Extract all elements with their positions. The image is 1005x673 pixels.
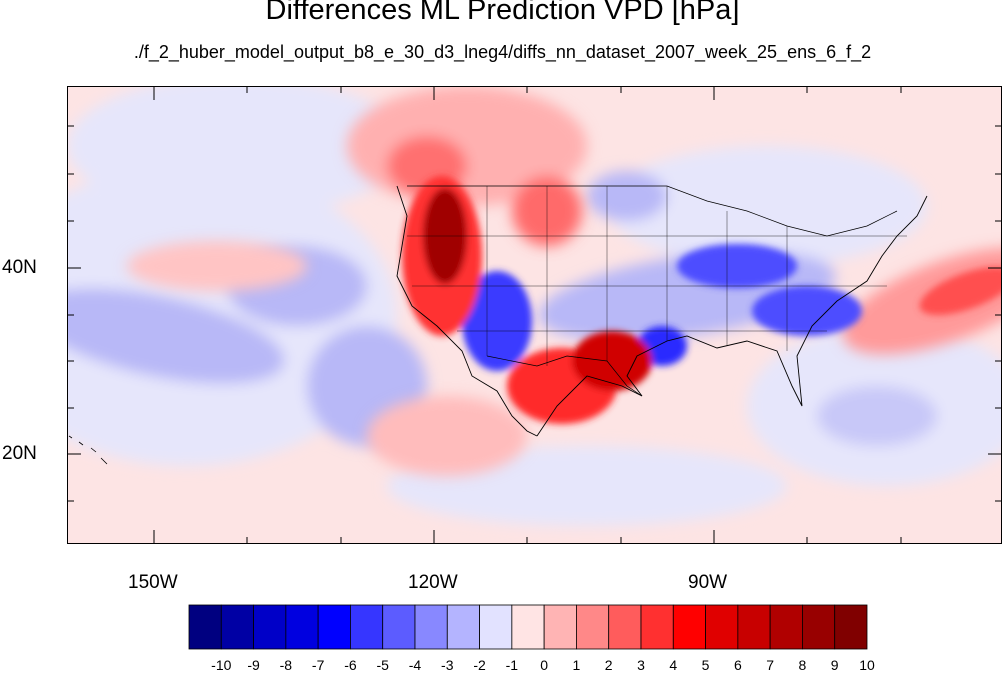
colorbar-tick-label: 4 xyxy=(669,657,678,673)
hawaii-islands xyxy=(68,435,108,465)
colorbar-tick-label: -1 xyxy=(505,657,519,673)
colorbar-tick-label: -9 xyxy=(247,657,260,673)
lon-label-120w: 120W xyxy=(408,572,458,593)
colorbar-swatch xyxy=(285,604,319,650)
colorbar-swatch xyxy=(220,604,254,650)
colorbar-swatch xyxy=(511,604,545,650)
colorbar-swatch xyxy=(350,604,384,650)
colorbar-tick-label: 0 xyxy=(540,657,549,673)
plot-subtitle: ./f_2_huber_model_output_b8_e_30_d3_lneg… xyxy=(133,42,872,62)
colorbar-swatch xyxy=(640,604,674,650)
colorbar-swatch xyxy=(834,604,868,650)
colorbar-tick-label: -8 xyxy=(279,657,293,673)
colorbar-tick-label: 2 xyxy=(604,657,613,673)
colorbar-tick-label: 1 xyxy=(572,657,581,673)
country-border-us-mexico xyxy=(486,355,643,397)
colorbar-swatch xyxy=(543,604,577,650)
colorbar-swatch xyxy=(737,604,771,650)
field-neg-light-band-5 xyxy=(817,386,937,446)
colorbar-tick-label: -7 xyxy=(311,657,325,673)
colorbar-tick-label: -6 xyxy=(344,657,357,673)
field-neg-light-band-6 xyxy=(587,171,667,221)
field-neg-light-band-1 xyxy=(67,288,285,384)
lat-label-40n: 40N xyxy=(2,257,37,278)
colorbar-swatch xyxy=(802,604,836,650)
field-neg-weak-north xyxy=(67,86,407,216)
field-pos-light-south xyxy=(367,396,527,476)
colorbar-tick-label: -10 xyxy=(211,657,232,673)
lat-label-20n: 20N xyxy=(2,443,37,464)
colorbar-tick-label: -5 xyxy=(376,657,389,673)
state-borders xyxy=(407,186,907,366)
colorbar-swatch xyxy=(672,604,706,650)
colorbar-tick-label: -4 xyxy=(408,657,422,673)
colorbar-swatch xyxy=(705,604,739,650)
colorbar-swatch xyxy=(317,604,351,650)
colorbar-swatch xyxy=(769,604,803,650)
colorbar-tick-label: 6 xyxy=(733,657,742,673)
colorbar-tick-label: -2 xyxy=(473,657,486,673)
field-pos-atlantic-core xyxy=(919,266,1002,316)
field-pos-light-pacific xyxy=(127,241,307,291)
country-border-us-canada xyxy=(407,185,898,237)
colorbar-swatch xyxy=(414,604,448,650)
colorbar-tick-label: 8 xyxy=(798,657,807,673)
colorbar-tick-label: 9 xyxy=(830,657,839,673)
colorbar-swatch xyxy=(382,604,416,650)
field-neg-arizona xyxy=(462,271,532,371)
colorbar-tick-label: 10 xyxy=(859,657,875,673)
colorbar-tick-label: 3 xyxy=(637,657,645,673)
colorbar xyxy=(188,604,868,650)
colorbar-swatch xyxy=(446,604,480,650)
colorbar-swatch xyxy=(608,604,642,650)
colorbar-tick-label: 7 xyxy=(766,657,775,673)
field-pos-texas xyxy=(572,331,652,391)
lon-label-150w: 150W xyxy=(128,572,178,593)
colorbar-tick-label: 5 xyxy=(701,657,710,673)
colorbar-swatch xyxy=(253,604,287,650)
plot-title: Differences ML Prediction VPD [hPa] xyxy=(265,0,740,26)
colorbar-swatch xyxy=(188,604,222,650)
coastline-north-america xyxy=(396,185,928,437)
lon-label-90w: 90W xyxy=(688,572,728,593)
colorbar-swatch xyxy=(576,604,610,650)
lat-ticks xyxy=(67,125,1002,502)
colorbar-swatch xyxy=(479,604,513,650)
colorbar-tick-label: -3 xyxy=(441,657,454,673)
vpd-difference-map xyxy=(67,86,1002,544)
field-neg-southeast xyxy=(752,286,862,336)
field-neg-midwest xyxy=(677,244,797,288)
lon-ticks xyxy=(153,86,902,544)
